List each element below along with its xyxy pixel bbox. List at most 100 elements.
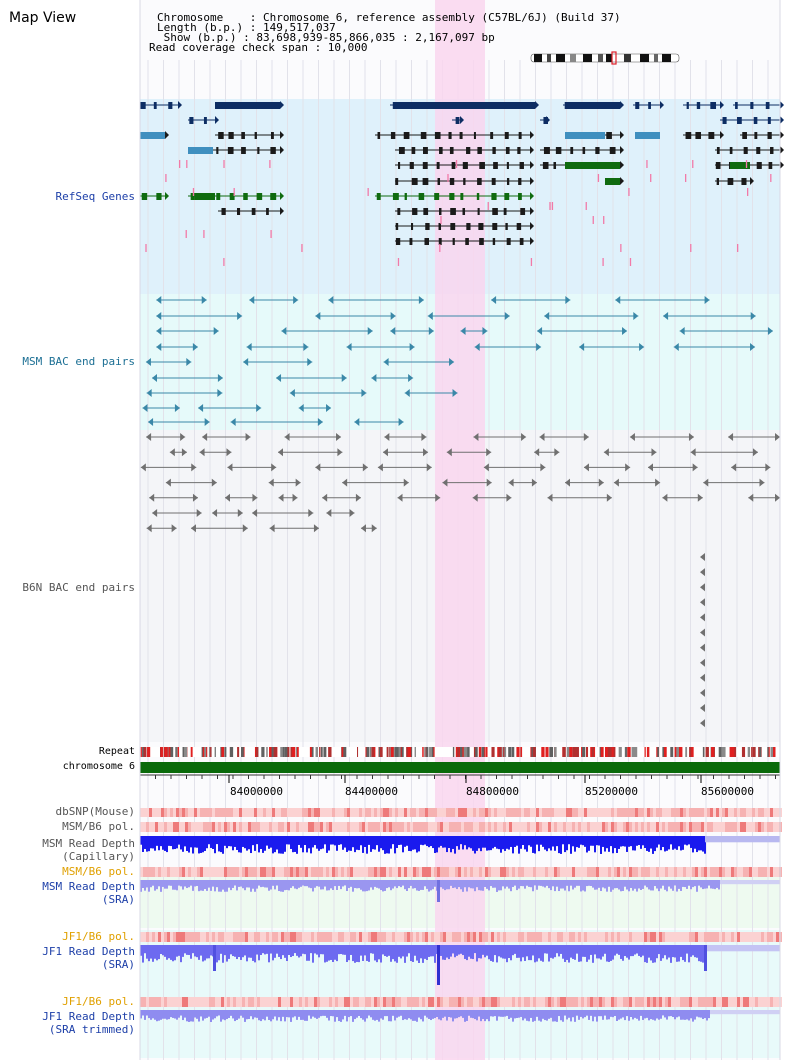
- depth-bar: [398, 836, 400, 846]
- repeat-element: [772, 747, 776, 757]
- heat-cell: [530, 867, 533, 877]
- heat-cell: [368, 997, 371, 1007]
- heat-cell: [359, 932, 362, 942]
- heat-cell: [581, 997, 584, 1007]
- heat-cell: [371, 932, 374, 942]
- jf1-sra-track-label[interactable]: JF1 Read Depth: [42, 945, 135, 958]
- repeat-element: [627, 747, 631, 757]
- depth-bar: [418, 880, 420, 891]
- heat-cell: [335, 932, 338, 942]
- depth-bar: [256, 945, 258, 955]
- bac-end-right: [237, 312, 243, 320]
- heat-cell: [704, 932, 707, 942]
- depth-bar: [410, 836, 412, 852]
- depth-bar: [676, 880, 678, 892]
- heat-cell: [743, 867, 746, 877]
- jf1-pol-track-label[interactable]: JF1/B6 pol.: [62, 930, 135, 943]
- heat-cell: [386, 822, 389, 832]
- heat-cell: [542, 867, 545, 877]
- heat-cell: [560, 867, 563, 877]
- msm-bac-track-label[interactable]: MSM BAC end pairs: [22, 355, 135, 368]
- depth-bar: [194, 880, 196, 887]
- heat-cell: [497, 997, 500, 1007]
- heat-cell: [545, 822, 548, 832]
- heat-cell: [740, 867, 743, 877]
- heat-cell: [761, 822, 764, 832]
- depth-bar: [440, 836, 442, 846]
- msm-capillary-track-label[interactable]: MSM Read Depth: [42, 837, 135, 850]
- depth-bar: [348, 880, 350, 888]
- exon: [153, 102, 157, 109]
- heat-cell: [491, 867, 494, 877]
- depth-bar: [572, 1010, 574, 1018]
- repeat-element: [768, 747, 770, 757]
- depth-bar: [612, 880, 614, 890]
- heat-cell: [284, 822, 287, 832]
- depth-bar: [584, 945, 586, 957]
- depth-bar: [260, 880, 262, 888]
- depth-bar: [176, 945, 178, 957]
- depth-bar: [402, 880, 404, 886]
- depth-bar: [170, 836, 172, 847]
- heat-cell: [713, 822, 716, 832]
- bac-end-right: [237, 509, 243, 517]
- heat-cell: [275, 867, 278, 877]
- bac-end-left: [230, 418, 236, 426]
- bac-end-right: [408, 374, 414, 382]
- depth-bar: [676, 1010, 678, 1018]
- depth-bar: [368, 880, 370, 891]
- heat-cell: [509, 808, 512, 817]
- heat-cell: [677, 867, 680, 877]
- depth-bar: [164, 880, 166, 889]
- depth-bar: [342, 1010, 344, 1020]
- repeat-element: [224, 747, 227, 757]
- heat-cell: [599, 808, 602, 817]
- depth-bar: [668, 1010, 670, 1017]
- bac-end-left: [146, 524, 152, 533]
- depth-bar: [278, 945, 280, 957]
- dbsnp-track-label[interactable]: dbSNP(Mouse): [55, 805, 135, 818]
- b6n-bac-track-label[interactable]: B6N BAC end pairs: [22, 581, 135, 594]
- depth-bar: [202, 836, 204, 853]
- jf1-pol-trimmed-track-label[interactable]: JF1/B6 pol.: [62, 995, 135, 1008]
- bac-end-left: [647, 463, 653, 472]
- depth-bar: [620, 836, 622, 847]
- jf1-trimmed-track-label[interactable]: JF1 Read Depth: [42, 1010, 135, 1023]
- heat-cell: [764, 808, 767, 817]
- depth-bar: [234, 945, 236, 957]
- heat-cell: [449, 822, 452, 832]
- repeat-element: [569, 747, 573, 757]
- depth-bar: [330, 1010, 332, 1017]
- depth-bar: [572, 880, 574, 890]
- depth-bar: [506, 945, 508, 963]
- heat-cell: [641, 997, 644, 1007]
- jf1-sra-track-sublabel: (SRA): [101, 958, 135, 971]
- chromosome-info: Chromosome : Chromosome 6, reference ass…: [157, 11, 621, 24]
- depth-bar: [208, 1010, 210, 1017]
- depth-bar: [250, 836, 252, 854]
- exon: [256, 193, 263, 200]
- msm-pol-sra-track-label[interactable]: MSM/B6 pol.: [62, 865, 135, 878]
- bac-end-left: [190, 524, 196, 533]
- depth-bar: [662, 836, 664, 848]
- depth-bar: [546, 945, 548, 954]
- depth-bar: [426, 945, 428, 960]
- msm-sra-track-label[interactable]: MSM Read Depth: [42, 880, 135, 893]
- depth-bar: [364, 1010, 366, 1022]
- depth-bar: [180, 880, 182, 887]
- refseq-track-label[interactable]: RefSeq Genes: [55, 190, 135, 203]
- depth-bar: [486, 880, 488, 889]
- depth-bar: [272, 945, 274, 961]
- bac-end-right: [639, 343, 645, 351]
- depth-bar: [400, 836, 402, 845]
- msm-pol-track-label[interactable]: MSM/B6 pol.: [62, 820, 135, 833]
- depth-bar: [446, 880, 448, 890]
- depth-bar: [256, 880, 258, 889]
- depth-bar: [552, 836, 554, 847]
- heat-cell: [389, 867, 392, 877]
- heat-cell: [278, 867, 281, 877]
- depth-bar: [178, 945, 180, 956]
- depth-bar: [446, 945, 448, 958]
- heat-cell: [254, 808, 257, 817]
